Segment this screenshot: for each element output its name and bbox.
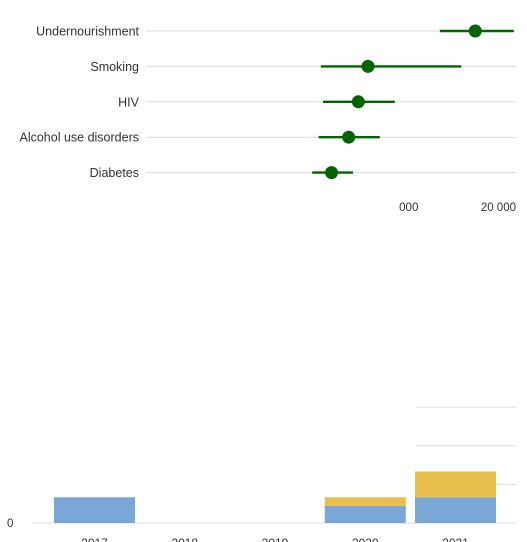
- risk-factor-labels: Undernourishment Smoking HIV Alcohol use di…: [19, 25, 139, 181]
- row-label-hiv: HIV: [118, 95, 140, 109]
- estimate-dot-diabetes: [325, 166, 338, 179]
- x-category-label-2017: 2017: [81, 536, 108, 542]
- estimate-dot-alcohol-use-disorders: [342, 131, 355, 144]
- estimate-dot-hiv: [352, 95, 365, 108]
- yearly-stacked-bar-chart: 0 2017 2018 2019 2020 2021: [7, 407, 516, 542]
- row-label-smoking: Smoking: [90, 60, 139, 74]
- bar-marks: [54, 472, 496, 523]
- bar-2020-series-2: [325, 497, 406, 506]
- row-label-undernourishment: Undernourishment: [36, 25, 139, 39]
- x-tick-label: 000: [399, 202, 418, 214]
- estimate-dot-undernourishment: [469, 25, 482, 38]
- estimate-dot-smoking: [362, 60, 375, 73]
- x-category-label-2020: 2020: [352, 536, 379, 542]
- bar-2021-series-1: [415, 497, 496, 523]
- x-category-label-2019: 2019: [262, 536, 289, 542]
- x-category-label-2018: 2018: [171, 536, 198, 542]
- x-category-label-2021: 2021: [442, 536, 469, 542]
- row-label-alcohol-use-disorders: Alcohol use disorders: [19, 131, 139, 145]
- risk-factor-forest-plot: Undernourishment Smoking HIV Alcohol use di…: [19, 25, 516, 215]
- bar-2017-series-1: [54, 497, 135, 523]
- y-tick-label: 0: [7, 518, 13, 530]
- bar-2020-series-1: [325, 506, 406, 523]
- bar-2021-series-2: [415, 472, 496, 498]
- x-axis-ticks: 000 20 000: [399, 202, 516, 214]
- x-tick-label: 20 000: [481, 202, 516, 214]
- row-label-diabetes: Diabetes: [90, 166, 139, 180]
